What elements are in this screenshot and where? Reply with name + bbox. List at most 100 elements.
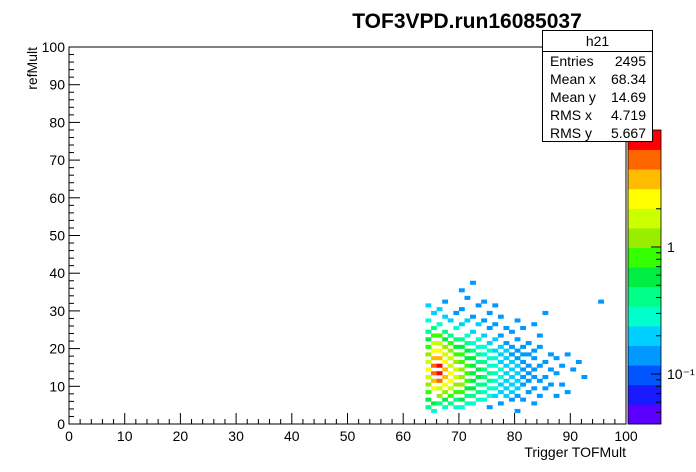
histogram-bin	[458, 307, 465, 312]
stats-value: 4.719	[610, 107, 646, 123]
histogram-bin	[425, 390, 432, 395]
histogram-bin	[598, 299, 605, 304]
palette-segment	[628, 306, 661, 327]
histogram-bin	[531, 386, 538, 391]
histogram-bin	[436, 333, 443, 338]
histogram-bin	[481, 367, 488, 372]
histogram-bin	[464, 371, 471, 376]
histogram-bin	[542, 386, 549, 391]
palette-segment	[628, 345, 661, 366]
histogram-bin	[442, 390, 449, 395]
histogram-bin	[503, 393, 510, 398]
stats-value: 2495	[614, 53, 646, 69]
histogram-bin	[509, 397, 515, 402]
histogram-bin	[497, 390, 504, 395]
stats-row: RMS y 5.667	[543, 124, 652, 142]
histogram-bin	[564, 390, 571, 395]
histogram-bin	[442, 329, 449, 334]
histogram-bin	[470, 348, 476, 353]
histogram-bin	[425, 329, 432, 334]
histogram-bin	[531, 322, 538, 327]
palette-segment	[628, 365, 661, 386]
histogram-bin	[464, 401, 471, 406]
histogram-bin	[486, 348, 493, 353]
histogram-bin	[442, 374, 449, 380]
histogram-bin	[447, 401, 454, 406]
histogram-bin	[525, 363, 532, 368]
histogram-bin	[425, 405, 432, 410]
histogram-bin	[453, 352, 460, 357]
y-tick-label: 70	[49, 152, 65, 168]
histogram-bin	[514, 318, 521, 323]
histogram-bin	[470, 329, 476, 334]
histogram-bin	[425, 344, 432, 349]
x-axis: 0 10 20 30 40 50 60 70 80 90 100	[65, 413, 638, 444]
histogram-bin	[503, 341, 510, 346]
stats-value: 68.34	[610, 71, 646, 87]
histogram-bin	[492, 371, 499, 376]
histogram-bin	[553, 371, 560, 376]
histogram-bin	[503, 348, 510, 353]
palette-segment	[628, 384, 661, 405]
histogram-bin	[453, 337, 460, 342]
histogram-bin	[442, 359, 449, 364]
histogram-bin	[492, 337, 499, 342]
histogram-bin	[525, 341, 532, 346]
stats-box: h21 Entries 2495 Mean x 68.34 Mean y 14.…	[542, 30, 653, 142]
histogram-bin	[486, 405, 493, 410]
y-tick-label: 10	[49, 378, 65, 394]
palette-tick-label: 10⁻¹	[667, 366, 695, 382]
histogram-bin	[431, 371, 437, 376]
histogram-bin	[447, 378, 454, 383]
histogram-bin	[525, 378, 532, 383]
histogram-bin	[470, 401, 476, 406]
histogram-bin	[492, 303, 499, 308]
histogram-bin	[542, 374, 549, 380]
histogram-bin	[431, 408, 437, 413]
histogram-bin	[520, 359, 527, 364]
histogram-bin	[470, 314, 476, 319]
histogram-bin	[514, 386, 521, 391]
histogram-bin	[497, 374, 504, 380]
histogram-bin	[514, 371, 521, 376]
histogram-bin	[492, 348, 499, 353]
histogram-bin	[492, 378, 499, 383]
histogram-bin	[442, 405, 449, 410]
histogram-bin	[464, 356, 471, 361]
histogram-bin	[514, 393, 521, 398]
histogram-bin	[514, 378, 521, 383]
histogram-bin	[470, 341, 476, 346]
histogram-bin	[458, 288, 465, 293]
histogram-bin	[431, 401, 437, 406]
histogram-bin	[481, 390, 488, 395]
histogram-bin	[503, 325, 510, 331]
histogram-bin	[509, 344, 515, 349]
histogram-bin	[486, 378, 493, 383]
histogram-bin	[525, 371, 532, 376]
histogram-bin	[492, 363, 499, 368]
histogram-bin	[458, 359, 465, 364]
palette-segment	[628, 247, 661, 268]
histogram-bin	[559, 363, 566, 368]
x-tick-label: 100	[614, 428, 638, 444]
histogram-bin	[509, 329, 515, 334]
palette-tick-label: 1	[667, 239, 675, 255]
histogram-bin	[470, 393, 476, 398]
histogram-bin	[464, 318, 471, 323]
histogram-bin	[453, 374, 460, 380]
histogram-bin	[453, 367, 460, 372]
histogram-bin	[486, 325, 493, 331]
histogram-bin	[481, 382, 488, 387]
histogram-bin	[464, 363, 471, 368]
histogram-bin	[525, 352, 532, 357]
histogram-bin	[431, 378, 437, 383]
y-tick-label: 50	[49, 228, 65, 244]
palette-segment	[628, 404, 661, 425]
histogram-bin	[520, 344, 527, 349]
histogram-bin	[509, 352, 515, 357]
histogram-bin	[470, 386, 476, 391]
histogram-bin	[453, 390, 460, 395]
histogram-bin	[470, 371, 476, 376]
histogram-bin	[497, 401, 504, 406]
histogram-bin	[520, 367, 527, 372]
